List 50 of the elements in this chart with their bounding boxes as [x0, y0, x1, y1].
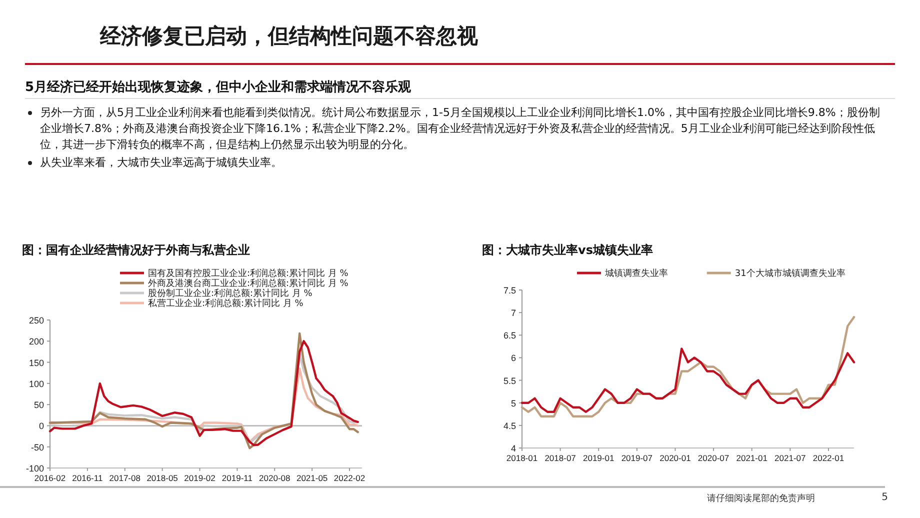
text: 另外一方面，从5月工业企业利润来看也能看到类似情况。统计局公布数据显示，1-5月全国规模以上工业企业利润同比增长1.0%，其中国有控股企业同比增长9.8%；股份制企业增长7.8%；外商及港澳台商投资企业下降16.1%；私营企业下降2.2%。国有企业经营情况远好于外资及私营企业的经营情况。5月工业企业利润可能已经达到阶段性低位，其进一步下滑转负的概率不高，但是结构上仍然显示出较为明显的分化。	[40, 105, 881, 153]
y-tick-label: 4.5	[503, 420, 516, 431]
y-tick-label: 50	[34, 400, 44, 410]
legend-label: 城镇调查失业率	[604, 268, 668, 279]
x-tick-label: 2018-01	[506, 453, 538, 463]
y-tick-label: 4	[510, 444, 516, 454]
y-tick-label: 0	[38, 421, 44, 432]
y-tick-label: 200	[28, 336, 44, 347]
text: 从失业率来看，大城市失业率远高于城镇失业率。	[40, 155, 283, 171]
x-tick-label: 2020-08	[259, 473, 291, 483]
x-tick-label: 2017-08	[109, 473, 141, 483]
text: 请仔细阅读尾部的免责声明	[707, 492, 815, 505]
legend-label: 31个大城市城镇调查失业率	[734, 268, 846, 279]
x-tick-label: 2019-07	[621, 453, 653, 463]
y-tick-label: 150	[28, 358, 44, 368]
legend-label: 国有及国有控股工业企业:利润总额:累计同比 月 %	[148, 268, 349, 279]
y-tick-label: 7.5	[503, 286, 516, 296]
x-tick-label: 2016-02	[34, 473, 66, 483]
y-tick-label: 7	[510, 308, 516, 318]
chart-title: 图：大城市失业率vs城镇失业率	[482, 243, 653, 257]
x-tick-label: 2021-01	[736, 453, 768, 463]
y-tick-label: 6.5	[503, 330, 516, 341]
x-tick-label: 2020-07	[698, 453, 730, 463]
text: 5月经济已经开始出现恢复迹象，但中小企业和需求端情况不容乐观	[25, 78, 412, 96]
x-tick-label: 2019-02	[184, 473, 216, 483]
x-tick-label: 2019-01	[583, 453, 614, 463]
y-tick-label: -100	[26, 464, 44, 474]
legend-label: 私营工业企业:利润总额:累计同比 月 %	[148, 298, 304, 309]
y-tick-label: 5.5	[503, 376, 516, 386]
x-tick-label: 2016-11	[72, 473, 103, 483]
x-tick-label: 2021-05	[296, 473, 328, 483]
x-tick-label: 2018-07	[544, 453, 576, 463]
x-tick-label: 2019-11	[222, 473, 253, 483]
line-series	[48, 368, 359, 443]
x-tick-label: 2022-01	[812, 453, 844, 463]
legend-label: 股份制工业企业:利润总额:累计同比 月 %	[148, 288, 313, 299]
y-tick-label: 6	[510, 353, 516, 364]
text: 经济修复已启动，但结构性问题不容忽视	[100, 23, 478, 50]
chart-title: 图：国有企业经营情况好于外商与私营企业	[22, 243, 250, 257]
line-series	[520, 348, 856, 413]
y-tick-label: 100	[28, 378, 44, 389]
x-tick-label: 2022-02	[334, 473, 366, 483]
x-tick-label: 2018-05	[146, 473, 178, 483]
y-tick-label: 250	[28, 316, 44, 326]
text: 5	[882, 492, 888, 503]
y-tick-label: -50	[30, 442, 44, 452]
x-tick-label: 2020-01	[660, 453, 692, 463]
x-tick-label: 2021-07	[774, 453, 806, 463]
legend-label: 外商及港澳台商工业企业:利润总额:累计同比 月 %	[148, 278, 349, 289]
y-tick-label: 5	[510, 398, 516, 408]
